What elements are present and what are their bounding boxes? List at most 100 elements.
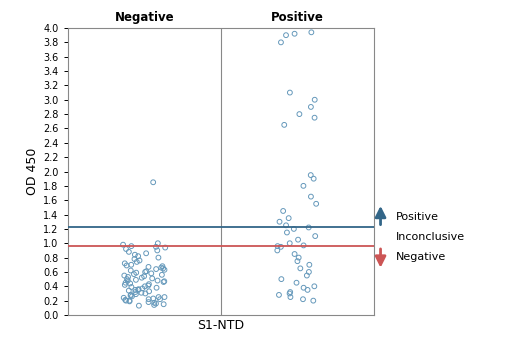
Point xyxy=(159,266,167,271)
Point xyxy=(135,303,143,308)
Point xyxy=(277,276,285,282)
Point xyxy=(295,111,304,117)
Point xyxy=(286,289,294,295)
Point xyxy=(309,298,317,303)
Point xyxy=(124,274,132,280)
Point xyxy=(284,215,293,221)
Point xyxy=(300,243,308,248)
Point xyxy=(124,278,132,284)
Point xyxy=(122,246,130,252)
Point xyxy=(282,33,290,38)
Point xyxy=(121,260,129,266)
Point xyxy=(307,29,316,35)
Point xyxy=(152,285,161,290)
Point xyxy=(158,264,166,269)
Point xyxy=(307,172,315,178)
Point xyxy=(121,282,129,288)
Point xyxy=(287,294,295,300)
Point xyxy=(303,287,311,293)
Point xyxy=(126,281,134,286)
Point xyxy=(122,280,130,286)
Point xyxy=(132,292,140,297)
Point xyxy=(160,301,168,307)
Point xyxy=(307,194,315,199)
Point xyxy=(294,237,302,243)
Point xyxy=(310,97,319,103)
Point xyxy=(120,295,128,301)
Point xyxy=(158,272,166,278)
Point xyxy=(277,40,285,45)
Point xyxy=(296,266,305,271)
Point xyxy=(131,287,139,293)
Point xyxy=(285,90,294,95)
Point xyxy=(283,230,291,235)
Y-axis label: OD 450: OD 450 xyxy=(26,148,39,195)
Point xyxy=(131,252,139,258)
Point xyxy=(156,296,164,302)
Point xyxy=(121,297,129,303)
Point xyxy=(276,219,284,225)
Point xyxy=(147,271,155,276)
Point xyxy=(285,290,294,296)
X-axis label: S1-NTD: S1-NTD xyxy=(198,319,244,332)
Point xyxy=(305,262,314,267)
Point xyxy=(125,299,134,304)
Point xyxy=(125,249,133,255)
Point xyxy=(309,176,318,181)
Point xyxy=(125,298,134,303)
Point xyxy=(285,240,294,246)
Point xyxy=(145,264,153,270)
Point xyxy=(149,296,158,301)
Point xyxy=(133,259,141,265)
Point xyxy=(130,271,138,277)
Point xyxy=(140,273,148,279)
Point xyxy=(307,104,315,110)
Point xyxy=(152,244,160,250)
Point xyxy=(132,270,140,275)
Point xyxy=(119,242,127,247)
Point xyxy=(126,293,135,299)
Point xyxy=(134,253,142,259)
Point xyxy=(160,279,168,284)
Point xyxy=(141,269,149,275)
Point xyxy=(142,268,150,274)
Point xyxy=(312,201,320,206)
Point xyxy=(131,289,139,295)
Point xyxy=(127,284,136,290)
Point xyxy=(275,292,283,298)
Point xyxy=(134,287,142,293)
Point xyxy=(120,273,128,278)
Point xyxy=(128,294,136,299)
Point xyxy=(144,283,152,288)
Point xyxy=(150,302,158,308)
Point xyxy=(290,226,298,232)
Point xyxy=(282,223,290,228)
Point xyxy=(273,248,281,253)
Point xyxy=(138,286,147,291)
Point xyxy=(153,278,162,284)
Text: Inconclusive: Inconclusive xyxy=(396,232,465,242)
Point xyxy=(303,273,311,278)
Point xyxy=(145,288,153,294)
Text: Negative: Negative xyxy=(114,11,174,24)
Point xyxy=(141,284,149,289)
Point xyxy=(310,284,318,289)
Point xyxy=(123,263,131,268)
Point xyxy=(161,245,170,250)
Point xyxy=(145,281,153,287)
Point xyxy=(300,183,308,189)
Point xyxy=(293,258,302,264)
Point xyxy=(292,280,301,286)
Point xyxy=(152,266,160,272)
Point xyxy=(149,180,158,185)
Point xyxy=(152,301,160,306)
Point xyxy=(127,262,135,267)
Point xyxy=(131,256,139,262)
Point xyxy=(154,255,163,260)
Point xyxy=(160,267,168,273)
Point xyxy=(154,240,162,246)
Point xyxy=(134,286,142,292)
Point xyxy=(299,296,307,302)
Point xyxy=(300,285,308,290)
Point xyxy=(311,233,319,239)
